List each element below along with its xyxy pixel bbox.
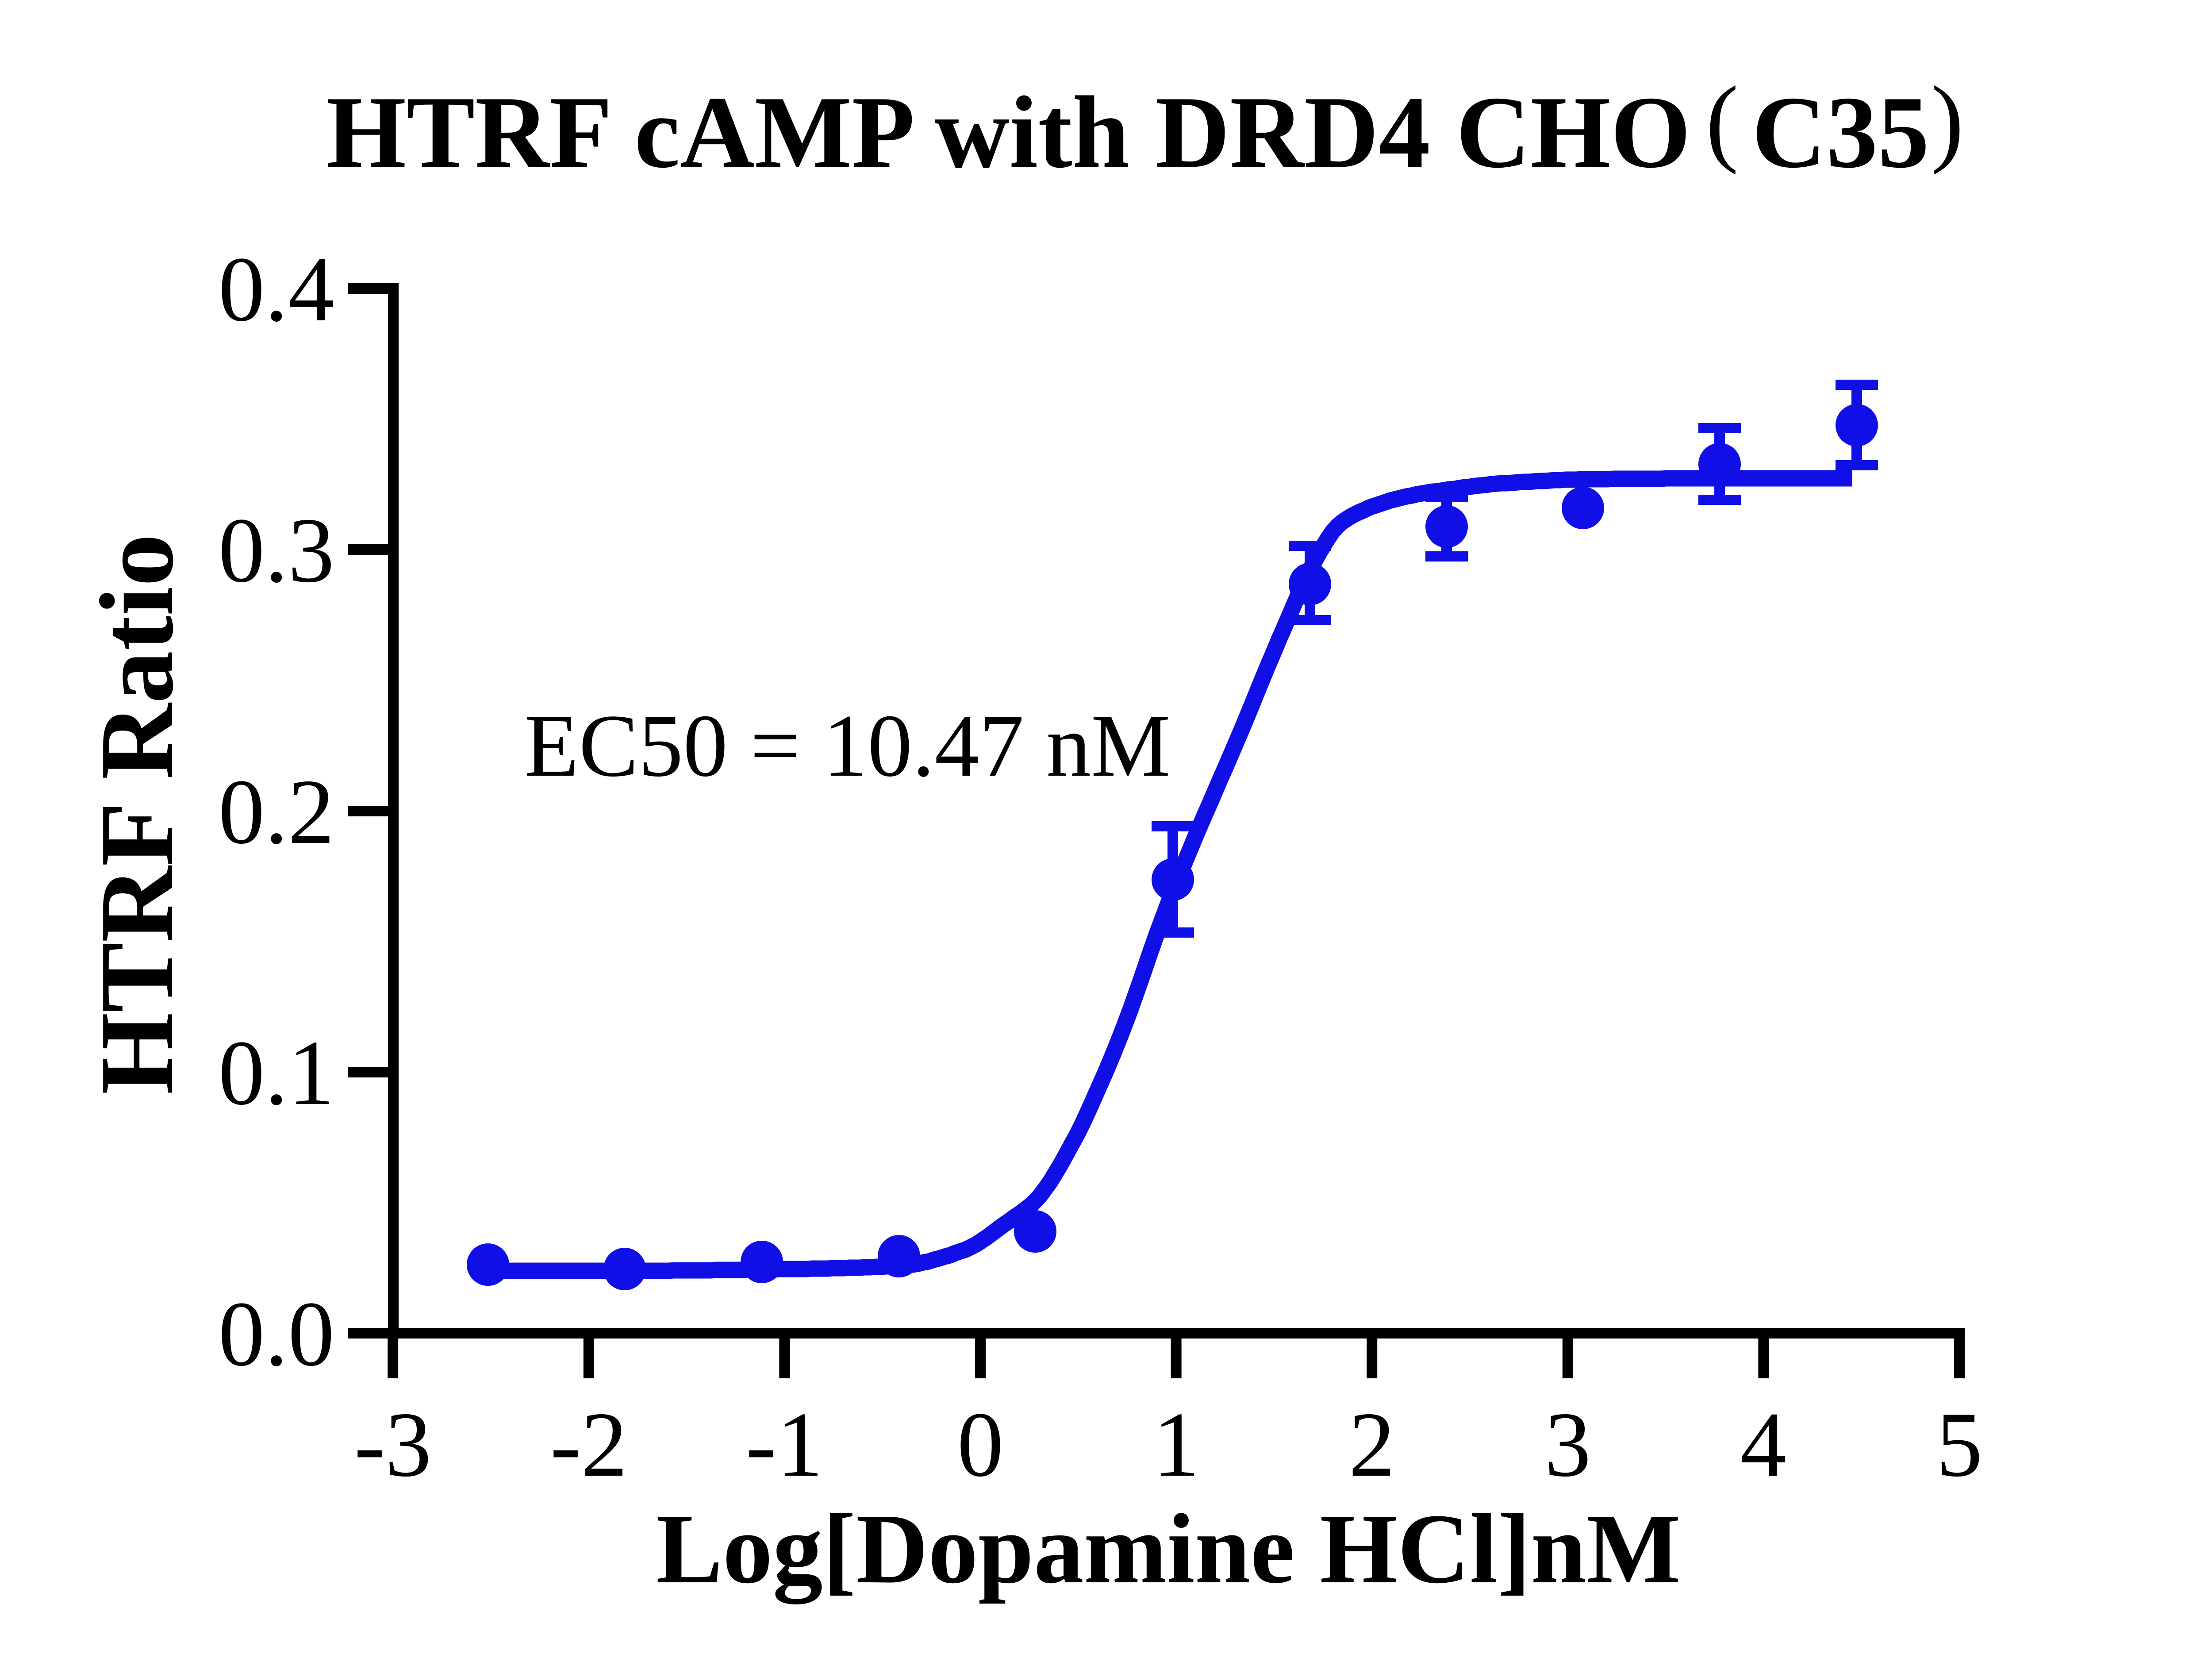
- svg-text:EC50 = 10.47 nM: EC50 = 10.47 nM: [524, 696, 1171, 795]
- svg-text:4: 4: [1740, 1393, 1787, 1496]
- svg-text:2: 2: [1349, 1393, 1395, 1496]
- svg-text:0.0: 0.0: [219, 1283, 335, 1385]
- svg-text:HTRF Ratio: HTRF Ratio: [79, 534, 195, 1094]
- svg-text:0.3: 0.3: [219, 499, 335, 602]
- svg-text:-1: -1: [746, 1393, 823, 1496]
- svg-text:0.1: 0.1: [219, 1022, 335, 1124]
- svg-text:0.2: 0.2: [219, 761, 335, 863]
- svg-text:1: 1: [1153, 1393, 1200, 1496]
- svg-text:-2: -2: [550, 1393, 628, 1496]
- svg-text:0: 0: [957, 1393, 1004, 1496]
- svg-text:Log[Dopamine HCl]nM: Log[Dopamine HCl]nM: [656, 1493, 1681, 1604]
- svg-text:HTRF cAMP with DRD4 CHO(C35): HTRF cAMP with DRD4 CHO(C35): [326, 66, 1964, 189]
- svg-text:5: 5: [1936, 1393, 1983, 1496]
- svg-text:-3: -3: [354, 1393, 432, 1496]
- svg-text:3: 3: [1545, 1393, 1591, 1496]
- svg-text:0.4: 0.4: [219, 238, 335, 341]
